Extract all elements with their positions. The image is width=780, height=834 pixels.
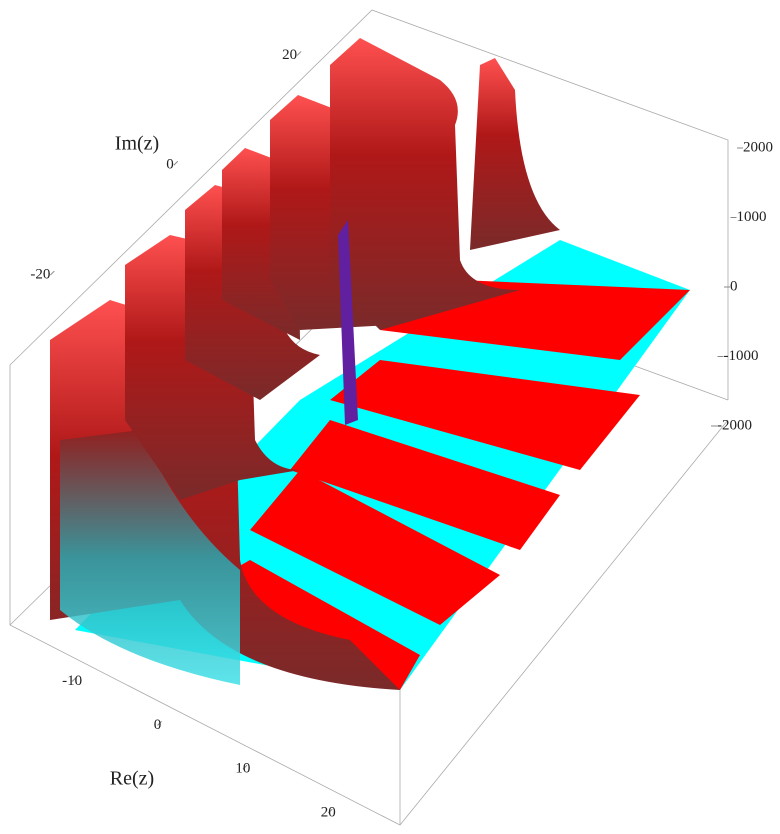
x-tick-label: 20 <box>321 805 336 821</box>
x-tick-label: 10 <box>235 761 250 777</box>
y-tick-label: -20 <box>30 267 50 283</box>
y-tick <box>50 270 55 276</box>
x-tick <box>71 677 77 682</box>
z-tick-label: 1000 <box>737 209 767 225</box>
x-tick-label: -10 <box>62 673 82 689</box>
x-tick <box>327 808 333 814</box>
x-axis-label: Re(z) <box>110 768 154 790</box>
z-tick-label: -2000 <box>717 417 752 433</box>
x-tick <box>242 764 248 770</box>
y-tick <box>296 51 302 56</box>
y-tick-label: 20 <box>282 47 297 63</box>
y-axis-label: Im(z) <box>115 133 159 155</box>
y-tick-label: 0 <box>166 157 174 173</box>
y-tick <box>173 160 179 166</box>
x-tick-label: 0 <box>154 717 162 733</box>
x-tick <box>157 721 162 726</box>
z-tick-label: -1000 <box>724 348 759 364</box>
z-tick-label: 2000 <box>743 139 773 155</box>
surface <box>50 38 690 690</box>
z-tick-label: 0 <box>730 278 738 294</box>
